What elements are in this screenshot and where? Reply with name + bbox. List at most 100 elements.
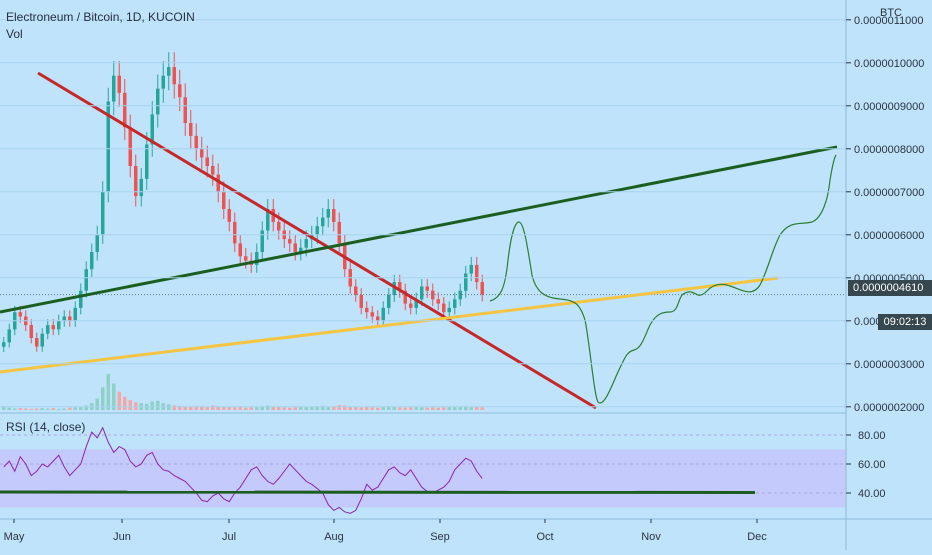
red-trendline[interactable] (37, 71, 597, 410)
candle-body (128, 127, 132, 166)
volume-bar (255, 406, 259, 410)
rsi-pane (0, 426, 846, 514)
volume-bar (62, 408, 66, 410)
candle-body (332, 209, 336, 222)
time-tick-label: May (4, 531, 25, 543)
green-trendline[interactable] (0, 145, 838, 314)
volume-bar (414, 406, 418, 410)
candle-body (35, 338, 39, 347)
volume-bar (112, 383, 116, 410)
volume-bar (183, 406, 187, 410)
volume-bar (156, 400, 160, 410)
candle-body (90, 252, 94, 270)
volume-bar (95, 398, 99, 410)
candle-body (95, 234, 99, 252)
rsi-tick-label: 80.00 (858, 430, 886, 442)
candle-body (403, 290, 407, 304)
price-tick-label: 0.0000002000 (854, 402, 924, 414)
volume-bar (315, 406, 319, 410)
volume-bar (381, 406, 385, 410)
volume-bar (227, 406, 231, 410)
volume-bar (409, 407, 413, 410)
volume-bar (101, 387, 105, 410)
candle-body (304, 239, 308, 248)
candle-body (7, 329, 11, 343)
volume-bar (194, 405, 198, 410)
volume-bar (233, 407, 237, 410)
volume-bar (128, 400, 132, 410)
yellow-trendline[interactable] (0, 276, 779, 374)
volume-bar (40, 408, 44, 410)
volume-bar (326, 406, 330, 410)
candle-body (183, 97, 187, 123)
projection-path[interactable] (489, 154, 837, 404)
volume-bar (436, 407, 440, 410)
candle-body (68, 316, 72, 321)
candle-body (420, 286, 424, 300)
candle-body (480, 282, 484, 295)
candle-body (112, 75, 116, 102)
candle-body (447, 307, 451, 313)
candle-body (29, 325, 33, 338)
volume-bar (370, 407, 374, 410)
time-tick-label: Oct (536, 531, 553, 543)
candle-body (117, 75, 121, 93)
volume-bar (29, 408, 33, 410)
volume-bar (376, 407, 380, 410)
volume-bar (238, 406, 242, 410)
volume-bar (425, 407, 429, 410)
price-tick-label: 0.0000011000 (854, 15, 924, 27)
volume-bar (46, 408, 50, 410)
rsi-tick-label: 60.00 (858, 459, 886, 471)
volume-bar (106, 373, 110, 410)
volume-bar (79, 406, 83, 410)
candle-body (167, 67, 171, 76)
time-tick-label: Jul (222, 531, 236, 543)
candle-body (134, 166, 138, 197)
volume-bar (205, 406, 209, 410)
volume-bar (337, 405, 341, 410)
candle-body (398, 282, 402, 291)
candle-body (365, 307, 369, 313)
volume-bar (150, 401, 154, 410)
countdown-badge: 09:02:13 (878, 314, 932, 330)
candle-body (387, 295, 391, 308)
candle-body (359, 295, 363, 308)
volume-bar (211, 405, 215, 410)
candle-body (156, 88, 160, 115)
volume-bar (18, 408, 22, 410)
volume-bar (13, 408, 17, 410)
candle-body (414, 299, 418, 308)
time-tick-label: Aug (324, 531, 344, 543)
price-tick-label: 0.0000007000 (854, 187, 924, 199)
candle-body (227, 209, 231, 222)
volume-bar (359, 407, 363, 410)
candle-body (161, 75, 165, 89)
volume-bar (117, 391, 121, 410)
time-tick-label: Dec (747, 531, 767, 543)
volume-bar (260, 406, 264, 410)
drawings[interactable] (0, 71, 838, 410)
volume-bar (343, 405, 347, 410)
volume-label: Vol (6, 27, 23, 41)
volume-bar (172, 405, 176, 410)
volume-bar (420, 407, 424, 410)
rsi-support-line[interactable] (0, 490, 756, 494)
volume-bar (51, 408, 55, 410)
volume-bar (480, 407, 484, 410)
candle-body (205, 157, 209, 166)
candle-body (469, 264, 473, 274)
rsi-tick-label: 40.00 (858, 488, 886, 500)
volume-bar (304, 406, 308, 410)
volume-bar (387, 406, 391, 410)
price-tick-label: 0.0000003000 (854, 359, 924, 371)
volume-bar (271, 406, 275, 410)
candle-body (200, 148, 204, 158)
price-tick-label: 0.0000006000 (854, 230, 924, 242)
candle-body (475, 264, 479, 283)
volume-bar (288, 407, 292, 410)
currency-label: BTC (880, 7, 902, 19)
last-price-badge: 0.0000004610 (848, 280, 932, 296)
